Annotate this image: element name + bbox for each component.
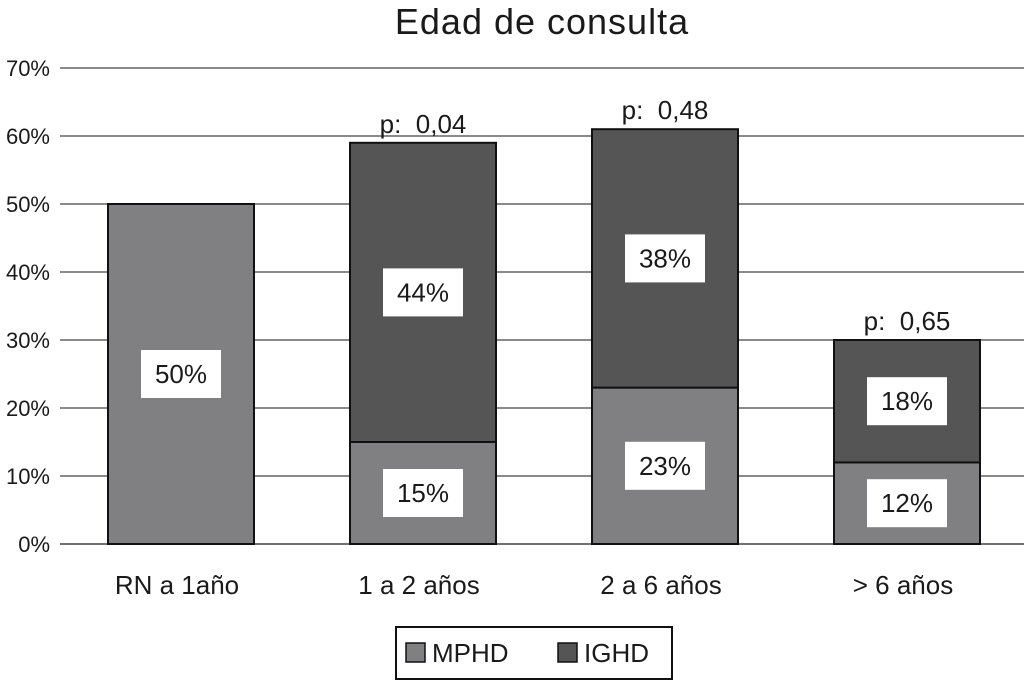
y-axis-ticks: 0% 10% 20% 30% 40% 50% 60% 70% [6,56,50,557]
x-tick-label: 1 a 2 años [358,570,479,600]
data-label: 15% [397,478,449,508]
x-tick-label: RN a 1año [115,570,239,600]
legend: MPHD IGHD [395,626,673,680]
p-value-annotation: p: 0,65 [864,306,951,336]
data-label: 38% [639,243,691,273]
y-tick-label: 10% [6,464,50,489]
data-label-box [625,234,705,283]
x-tick-label: 2 a 6 años [600,570,721,600]
data-label-box [625,441,705,490]
legend-swatch-mphd [405,642,426,663]
data-label-box [383,268,463,317]
data-label-box [141,350,221,398]
data-label: 23% [639,451,691,481]
y-tick-label: 30% [6,328,50,353]
data-labels: 50% 15% 44% p: 0,04 23% 38% p: 0,48 12% 18% p: 0,… [141,95,951,528]
y-tick-label: 60% [6,124,50,149]
data-label: 18% [881,386,933,416]
data-label-box [867,377,947,426]
data-label-box [867,479,947,528]
x-tick-label: > 6 años [853,570,953,600]
legend-box [395,626,673,680]
data-label-box [383,469,463,517]
data-label: 50% [155,359,207,389]
data-label: 44% [397,277,449,307]
legend-swatch-ighd [557,642,578,663]
y-tick-label: 70% [6,56,50,81]
p-value-annotation: p: 0,48 [622,95,709,125]
x-axis-ticks: RN a 1año 1 a 2 años 2 a 6 años > 6 años [115,570,953,600]
p-value-annotation: p: 0,04 [380,109,467,139]
y-tick-label: 20% [6,396,50,421]
legend-label-ighd: IGHD [584,638,649,668]
bars [107,128,981,545]
data-label: 12% [881,488,933,518]
legend-label-mphd: MPHD [432,638,509,668]
y-tick-label: 0% [18,532,50,557]
y-tick-label: 50% [6,192,50,217]
chart-title: Edad de consulta [395,1,689,42]
y-tick-label: 40% [6,260,50,285]
